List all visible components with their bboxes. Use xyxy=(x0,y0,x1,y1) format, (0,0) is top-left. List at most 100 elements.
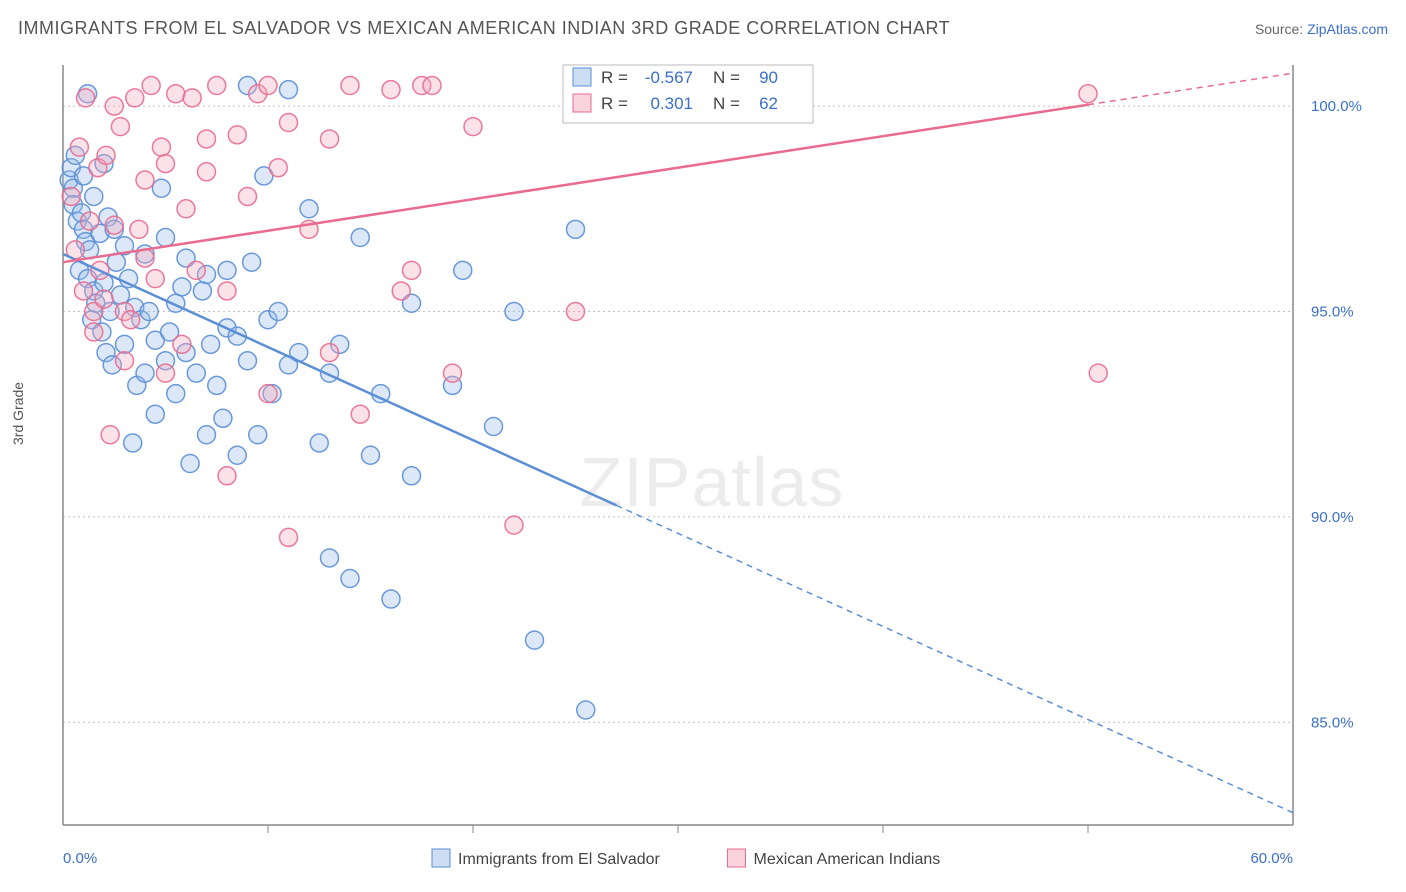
data-point xyxy=(403,467,421,485)
data-point xyxy=(140,302,158,320)
data-point xyxy=(173,278,191,296)
data-point xyxy=(505,302,523,320)
watermark: ZIPatlas xyxy=(580,443,845,521)
data-point xyxy=(146,405,164,423)
data-point xyxy=(167,85,185,103)
data-point xyxy=(187,364,205,382)
data-point xyxy=(183,89,201,107)
data-point xyxy=(567,302,585,320)
data-point xyxy=(214,409,232,427)
data-point xyxy=(130,220,148,238)
data-point xyxy=(310,434,328,452)
data-point xyxy=(105,97,123,115)
legend-label: Immigrants from El Salvador xyxy=(458,851,661,868)
data-point xyxy=(249,426,267,444)
data-point xyxy=(85,187,103,205)
data-point xyxy=(101,426,119,444)
source-link[interactable]: ZipAtlas.com xyxy=(1307,21,1388,37)
legend-label: Mexican American Indians xyxy=(754,851,941,868)
data-point xyxy=(208,77,226,95)
data-point xyxy=(454,261,472,279)
legend-swatch xyxy=(728,849,746,867)
data-point xyxy=(157,229,175,247)
n-label: N = xyxy=(713,68,740,87)
data-point xyxy=(198,426,216,444)
data-point xyxy=(70,138,88,156)
data-point xyxy=(567,220,585,238)
trend-line-extrapolated xyxy=(1088,73,1293,104)
data-point xyxy=(239,187,257,205)
data-point xyxy=(259,77,277,95)
data-point xyxy=(152,179,170,197)
data-point xyxy=(124,434,142,452)
data-point xyxy=(444,364,462,382)
data-point xyxy=(193,282,211,300)
data-point xyxy=(423,77,441,95)
data-point xyxy=(505,516,523,534)
data-point xyxy=(95,290,113,308)
data-point xyxy=(243,253,261,271)
scatter-chart: 85.0%90.0%95.0%100.0%0.0%60.0%ZIPatlasR … xyxy=(18,55,1388,875)
r-value: -0.567 xyxy=(645,68,693,87)
data-point xyxy=(126,89,144,107)
legend-swatch xyxy=(432,849,450,867)
data-point xyxy=(152,138,170,156)
data-point xyxy=(382,590,400,608)
y-tick-label: 85.0% xyxy=(1311,714,1354,731)
data-point xyxy=(403,261,421,279)
data-point xyxy=(146,270,164,288)
r-label: R = xyxy=(601,68,628,87)
data-point xyxy=(198,130,216,148)
source-label: Source: ZipAtlas.com xyxy=(1255,21,1388,37)
data-point xyxy=(116,335,134,353)
data-point xyxy=(269,159,287,177)
r-label: R = xyxy=(601,94,628,113)
data-point xyxy=(62,187,80,205)
data-point xyxy=(269,302,287,320)
data-point xyxy=(1079,85,1097,103)
data-point xyxy=(97,146,115,164)
data-point xyxy=(105,216,123,234)
data-point xyxy=(280,528,298,546)
data-point xyxy=(341,77,359,95)
data-point xyxy=(239,352,257,370)
y-axis-label: 3rd Grade xyxy=(10,381,26,444)
data-point xyxy=(464,118,482,136)
data-point xyxy=(392,282,410,300)
data-point xyxy=(300,200,318,218)
data-point xyxy=(157,364,175,382)
data-point xyxy=(321,344,339,362)
data-point xyxy=(280,114,298,132)
data-point xyxy=(187,261,205,279)
data-point xyxy=(485,418,503,436)
data-point xyxy=(228,126,246,144)
data-point xyxy=(218,282,236,300)
legend-swatch xyxy=(573,68,591,86)
data-point xyxy=(157,155,175,173)
data-point xyxy=(208,376,226,394)
data-point xyxy=(280,81,298,99)
data-point xyxy=(259,385,277,403)
data-point xyxy=(228,446,246,464)
data-point xyxy=(351,229,369,247)
n-label: N = xyxy=(713,94,740,113)
data-point xyxy=(122,311,140,329)
data-point xyxy=(202,335,220,353)
n-value: 62 xyxy=(759,94,778,113)
data-point xyxy=(218,261,236,279)
n-value: 90 xyxy=(759,68,778,87)
data-point xyxy=(526,631,544,649)
data-point xyxy=(321,549,339,567)
y-tick-label: 95.0% xyxy=(1311,303,1354,320)
data-point xyxy=(362,446,380,464)
data-point xyxy=(111,286,129,304)
y-tick-label: 90.0% xyxy=(1311,509,1354,526)
data-point xyxy=(577,701,595,719)
r-value: 0.301 xyxy=(650,94,693,113)
data-point xyxy=(198,163,216,181)
trend-line-extrapolated xyxy=(617,505,1294,812)
data-point xyxy=(1089,364,1107,382)
data-point xyxy=(136,171,154,189)
data-point xyxy=(351,405,369,423)
data-point xyxy=(181,454,199,472)
